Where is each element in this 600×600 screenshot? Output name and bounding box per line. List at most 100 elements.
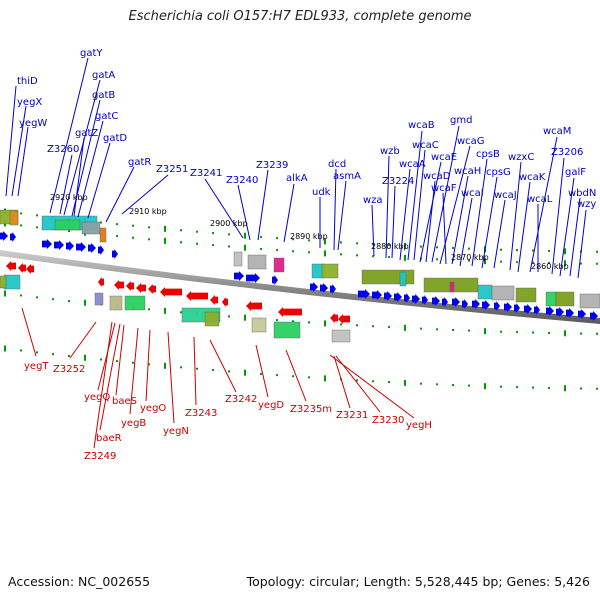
forward-gene-arrow xyxy=(66,241,74,251)
tick-mark-lower xyxy=(292,320,294,323)
gene-arrows xyxy=(0,231,598,324)
feature-block xyxy=(247,254,267,270)
gene-label-gatY: gatY xyxy=(80,48,103,59)
tick-mark-upper xyxy=(404,242,406,249)
forward-gene-arrow xyxy=(98,245,104,255)
tick-mark-lower xyxy=(68,300,70,303)
feature-block xyxy=(9,210,19,226)
tick-mark-lower xyxy=(148,308,150,311)
tick-mark-lower xyxy=(308,376,310,379)
tick-mark-upper xyxy=(516,261,518,264)
reverse-gene-arrow xyxy=(246,301,262,311)
tick-mark-upper xyxy=(260,247,262,250)
feature-block xyxy=(399,271,407,287)
forward-gene-arrow xyxy=(330,284,336,294)
gene-label-wcaA: wcaA xyxy=(399,159,426,170)
gene-label-wcaC: wcaC xyxy=(412,140,439,151)
forward-gene-arrow xyxy=(246,273,260,283)
tick-mark-upper xyxy=(132,224,134,227)
ruler-label: 2910 kbp xyxy=(129,207,167,216)
tick-mark-lower xyxy=(452,328,454,331)
ruler-label: 2860 kbp xyxy=(531,262,569,271)
ruler-label: 2900 kbp xyxy=(210,219,248,228)
tick-mark-upper xyxy=(356,242,358,245)
tick-mark-lower xyxy=(132,361,134,364)
gene-label-yegQ: yegQ xyxy=(84,392,110,403)
reverse-gene-arrow xyxy=(114,280,124,290)
forward-gene-arrow xyxy=(590,311,598,321)
feature-block xyxy=(545,291,557,307)
tick-mark-upper xyxy=(340,253,342,256)
tick-mark-upper xyxy=(68,230,70,233)
ruler-labels: 2920 kbp 2910 kbp 2900 kbp 2890 kbp 2880… xyxy=(50,193,569,271)
forward-gene-arrow xyxy=(504,302,512,312)
gene-label-wzb: wzb xyxy=(380,146,400,157)
reverse-gene-labels: yegT Z3252 yegQ baeS baeR Z3249 yegB yeg… xyxy=(21,307,432,462)
tick-mark-upper xyxy=(324,238,326,245)
tick-mark-lower xyxy=(548,386,550,389)
forward-gene-arrow xyxy=(384,291,392,301)
gene-label-wcaH: wcaH xyxy=(454,166,481,177)
forward-gene-arrow xyxy=(272,275,278,285)
tick-mark-lower xyxy=(404,324,406,331)
genome-backbone xyxy=(0,250,600,324)
gene-label-wbdN: wbdN xyxy=(568,188,596,199)
forward-gene-arrow xyxy=(482,300,490,310)
gene-label-udk: udk xyxy=(312,187,331,198)
tick-mark-lower xyxy=(36,351,38,354)
gene-label-gatD: gatD xyxy=(103,133,127,144)
feature-block xyxy=(124,295,146,311)
forward-gene-arrow xyxy=(42,239,52,249)
gene-label-gatC: gatC xyxy=(95,111,118,122)
tick-mark-lower xyxy=(516,386,518,389)
feature-block xyxy=(361,269,415,285)
tick-mark-upper xyxy=(468,259,470,262)
tick-mark-upper xyxy=(500,260,502,263)
gene-label-yegB: yegB xyxy=(121,418,146,429)
forward-gene-arrow xyxy=(534,305,540,315)
tick-mark-lower xyxy=(324,375,326,382)
forward-gene-arrow xyxy=(578,309,586,319)
gene-label-wcaL: wcaL xyxy=(527,194,553,205)
gene-label-yegW: yegW xyxy=(19,118,47,129)
feature-block xyxy=(555,291,575,307)
forward-gene-arrow xyxy=(452,297,460,307)
forward-gene-arrow xyxy=(422,295,428,305)
forward-gene-arrow xyxy=(76,242,86,252)
tick-mark-lower xyxy=(372,325,374,328)
tick-mark-upper xyxy=(148,226,150,229)
tick-mark-upper xyxy=(36,226,38,229)
tick-mark-lower xyxy=(244,314,246,321)
tick-mark-upper xyxy=(228,233,230,236)
tick-mark-lower xyxy=(500,330,502,333)
tick-mark-lower xyxy=(484,328,486,335)
tick-mark-lower xyxy=(52,353,54,356)
tick-mark-upper xyxy=(436,246,438,249)
feature-block xyxy=(491,285,515,301)
feature-block xyxy=(109,295,123,311)
tick-mark-upper xyxy=(596,262,598,265)
gene-label-wcaK: wcaK xyxy=(519,172,546,183)
gene-label-baeR: baeR xyxy=(96,433,122,444)
tick-mark-upper xyxy=(196,230,198,233)
gene-label-Z3240: Z3240 xyxy=(226,175,258,186)
gene-label-asmA: asmA xyxy=(333,171,361,182)
reverse-leader-lines xyxy=(21,307,415,449)
forward-gene-arrow xyxy=(320,283,328,293)
tick-mark-upper xyxy=(100,221,102,224)
tick-mark-lower xyxy=(148,363,150,366)
gene-label-Z3230: Z3230 xyxy=(372,415,404,426)
tick-mark-upper xyxy=(532,261,534,264)
tick-mark-lower xyxy=(580,332,582,335)
gene-label-gatA: gatA xyxy=(92,70,115,81)
feature-block xyxy=(233,251,243,267)
tick-mark-lower xyxy=(36,296,38,299)
gene-label-gatZ: gatZ xyxy=(75,128,98,139)
feature-block xyxy=(3,274,21,290)
tick-mark-upper xyxy=(564,260,566,267)
gene-label-yegX: yegX xyxy=(17,97,42,108)
tick-mark-upper xyxy=(148,238,150,241)
forward-gene-arrow xyxy=(556,307,564,317)
tick-mark-upper xyxy=(388,244,390,247)
